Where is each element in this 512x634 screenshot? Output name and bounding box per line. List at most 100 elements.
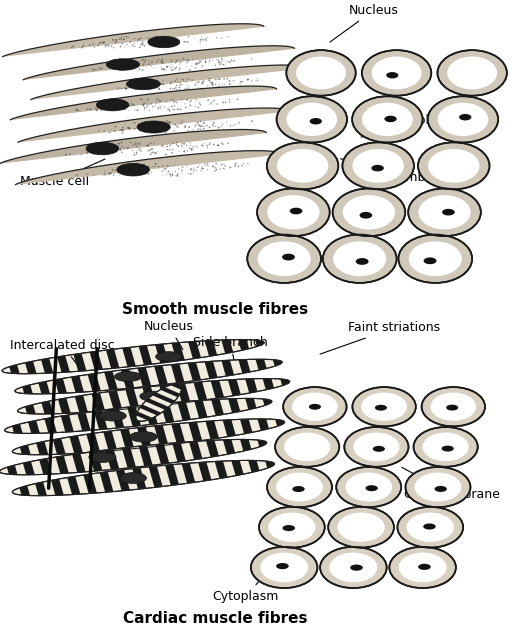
- Point: [189, 125, 198, 135]
- Point: [118, 124, 126, 134]
- PathPatch shape: [86, 430, 101, 455]
- Point: [199, 35, 207, 45]
- Point: [208, 161, 217, 171]
- Point: [120, 103, 129, 113]
- Point: [104, 170, 112, 180]
- Point: [132, 137, 140, 147]
- Point: [173, 80, 181, 90]
- Point: [136, 42, 144, 53]
- Point: [120, 34, 128, 44]
- Point: [101, 167, 109, 178]
- Point: [130, 166, 138, 176]
- Point: [108, 124, 116, 134]
- Point: [212, 55, 221, 65]
- Point: [166, 171, 175, 181]
- Point: [159, 64, 167, 74]
- Point: [96, 63, 104, 73]
- PathPatch shape: [60, 411, 75, 436]
- PathPatch shape: [260, 390, 275, 414]
- Point: [118, 162, 126, 172]
- Circle shape: [352, 149, 404, 183]
- Point: [202, 57, 210, 67]
- Point: [162, 117, 170, 127]
- Point: [159, 56, 167, 67]
- Point: [127, 65, 135, 75]
- Point: [134, 34, 142, 44]
- Point: [171, 34, 179, 44]
- Point: [179, 54, 187, 64]
- Point: [199, 77, 207, 87]
- Point: [152, 120, 160, 131]
- Point: [110, 170, 118, 180]
- Point: [198, 163, 206, 173]
- PathPatch shape: [204, 337, 218, 360]
- Point: [177, 58, 185, 68]
- Circle shape: [428, 149, 479, 183]
- Point: [135, 119, 143, 129]
- Point: [174, 38, 182, 48]
- Point: [176, 84, 184, 94]
- PathPatch shape: [255, 430, 270, 455]
- Point: [121, 83, 130, 93]
- Point: [110, 42, 118, 53]
- Point: [118, 141, 126, 152]
- Point: [195, 161, 203, 171]
- Point: [202, 36, 210, 46]
- Point: [153, 31, 161, 41]
- Point: [205, 58, 213, 68]
- Point: [203, 141, 211, 151]
- Point: [116, 171, 124, 181]
- Point: [103, 147, 112, 157]
- Point: [186, 100, 195, 110]
- Point: [196, 37, 204, 47]
- Point: [112, 122, 120, 132]
- Point: [208, 79, 217, 89]
- Point: [184, 81, 192, 91]
- Point: [132, 161, 140, 171]
- Point: [152, 148, 160, 158]
- PathPatch shape: [227, 393, 242, 417]
- Point: [141, 55, 150, 65]
- Point: [187, 164, 195, 174]
- Point: [175, 82, 183, 93]
- PathPatch shape: [261, 372, 276, 396]
- Point: [101, 41, 110, 51]
- PathPatch shape: [244, 392, 259, 416]
- Circle shape: [414, 427, 478, 467]
- PathPatch shape: [193, 379, 208, 403]
- Point: [229, 120, 238, 131]
- PathPatch shape: [87, 371, 101, 394]
- Point: [219, 60, 227, 70]
- Point: [139, 37, 147, 48]
- PathPatch shape: [56, 353, 71, 376]
- Point: [181, 99, 189, 109]
- PathPatch shape: [205, 417, 220, 443]
- Point: [185, 74, 194, 84]
- Point: [176, 57, 184, 67]
- Point: [152, 34, 160, 44]
- Ellipse shape: [290, 208, 303, 214]
- Point: [178, 74, 186, 84]
- Point: [191, 79, 200, 89]
- Point: [215, 74, 223, 84]
- Point: [174, 141, 182, 151]
- Point: [184, 32, 193, 42]
- Point: [221, 79, 229, 89]
- Point: [168, 148, 176, 158]
- Point: [185, 122, 194, 133]
- Point: [145, 162, 153, 172]
- Point: [181, 145, 189, 155]
- Ellipse shape: [423, 524, 436, 529]
- Point: [143, 141, 151, 151]
- Point: [94, 103, 102, 113]
- Point: [179, 143, 187, 153]
- Point: [148, 76, 156, 86]
- Point: [149, 162, 157, 172]
- PathPatch shape: [50, 475, 65, 500]
- Circle shape: [418, 195, 471, 230]
- Point: [167, 56, 176, 67]
- Point: [175, 146, 183, 157]
- Point: [170, 101, 178, 111]
- Point: [137, 81, 145, 91]
- Point: [143, 101, 152, 112]
